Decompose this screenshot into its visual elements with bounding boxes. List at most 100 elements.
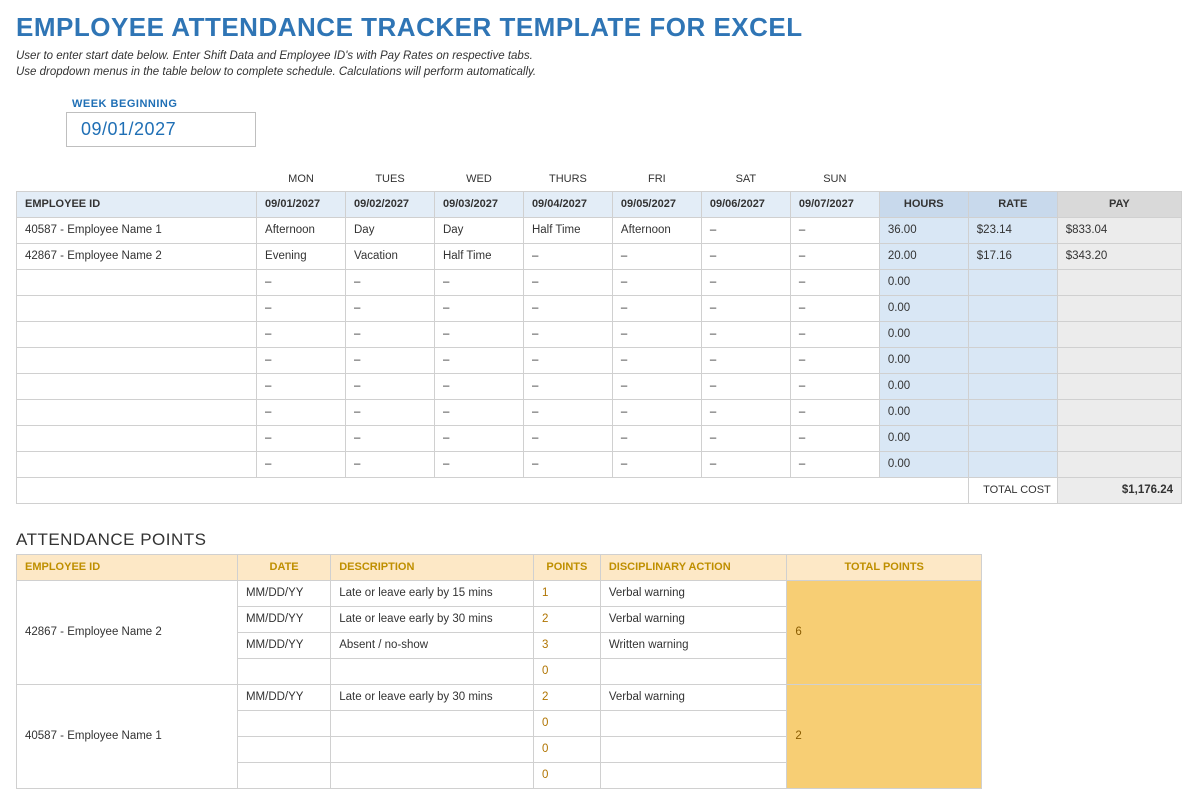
shift-cell[interactable]: – [701,269,790,295]
shift-cell[interactable]: – [523,269,612,295]
shift-cell[interactable]: – [701,347,790,373]
shift-cell[interactable]: – [790,451,879,477]
shift-cell[interactable]: Afternoon [257,217,346,243]
points-description-cell[interactable] [331,736,534,762]
shift-cell[interactable]: – [346,425,435,451]
employee-cell[interactable]: 42867 - Employee Name 2 [17,243,257,269]
shift-cell[interactable]: – [701,217,790,243]
employee-cell[interactable] [17,451,257,477]
points-action-cell[interactable] [600,710,787,736]
shift-cell[interactable]: – [257,321,346,347]
points-date-cell[interactable]: MM/DD/YY [237,580,330,606]
shift-cell[interactable]: – [346,451,435,477]
shift-cell[interactable]: – [257,451,346,477]
shift-cell[interactable]: – [612,243,701,269]
shift-cell[interactable]: – [434,347,523,373]
shift-cell[interactable]: – [612,425,701,451]
shift-cell[interactable]: – [523,373,612,399]
shift-cell[interactable]: – [790,425,879,451]
points-action-cell[interactable]: Written warning [600,632,787,658]
points-description-cell[interactable]: Late or leave early by 30 mins [331,606,534,632]
shift-cell[interactable]: – [257,399,346,425]
shift-cell[interactable]: – [523,243,612,269]
shift-cell[interactable]: Day [346,217,435,243]
shift-cell[interactable]: – [523,347,612,373]
employee-cell[interactable] [17,347,257,373]
shift-cell[interactable]: – [790,321,879,347]
points-description-cell[interactable]: Late or leave early by 30 mins [331,684,534,710]
employee-cell[interactable] [17,399,257,425]
shift-cell[interactable]: Half Time [523,217,612,243]
points-action-cell[interactable] [600,762,787,788]
shift-cell[interactable]: – [790,243,879,269]
points-date-cell[interactable] [237,710,330,736]
points-description-cell[interactable] [331,710,534,736]
shift-cell[interactable]: – [434,373,523,399]
shift-cell[interactable]: – [612,347,701,373]
shift-cell[interactable]: – [434,425,523,451]
shift-cell[interactable]: – [523,321,612,347]
shift-cell[interactable]: – [701,425,790,451]
points-description-cell[interactable] [331,658,534,684]
shift-cell[interactable]: – [790,295,879,321]
shift-cell[interactable]: – [346,269,435,295]
shift-cell[interactable]: – [257,295,346,321]
shift-cell[interactable]: – [790,373,879,399]
shift-cell[interactable]: – [257,347,346,373]
points-date-cell[interactable]: MM/DD/YY [237,606,330,632]
shift-cell[interactable]: – [701,399,790,425]
shift-cell[interactable]: – [612,269,701,295]
points-date-cell[interactable] [237,762,330,788]
points-date-cell[interactable] [237,658,330,684]
shift-cell[interactable]: – [612,451,701,477]
shift-cell[interactable]: – [612,399,701,425]
shift-cell[interactable]: Day [434,217,523,243]
employee-cell[interactable] [17,295,257,321]
shift-cell[interactable]: – [523,425,612,451]
shift-cell[interactable]: – [701,451,790,477]
shift-cell[interactable]: Half Time [434,243,523,269]
shift-cell[interactable]: – [523,451,612,477]
points-description-cell[interactable]: Absent / no-show [331,632,534,658]
shift-cell[interactable]: – [346,399,435,425]
shift-cell[interactable]: – [257,425,346,451]
shift-cell[interactable]: – [790,399,879,425]
shift-cell[interactable]: – [434,451,523,477]
shift-cell[interactable]: – [346,373,435,399]
points-date-cell[interactable]: MM/DD/YY [237,684,330,710]
shift-cell[interactable]: – [701,295,790,321]
points-action-cell[interactable] [600,658,787,684]
shift-cell[interactable]: Afternoon [612,217,701,243]
points-description-cell[interactable]: Late or leave early by 15 mins [331,580,534,606]
shift-cell[interactable]: – [790,217,879,243]
points-date-cell[interactable]: MM/DD/YY [237,632,330,658]
shift-cell[interactable]: – [790,347,879,373]
points-date-cell[interactable] [237,736,330,762]
shift-cell[interactable]: – [434,399,523,425]
shift-cell[interactable]: – [434,269,523,295]
points-employee-cell[interactable]: 42867 - Employee Name 2 [17,580,238,684]
shift-cell[interactable]: – [523,399,612,425]
employee-cell[interactable] [17,269,257,295]
shift-cell[interactable]: – [434,321,523,347]
points-action-cell[interactable]: Verbal warning [600,580,787,606]
shift-cell[interactable]: – [701,243,790,269]
shift-cell[interactable]: – [612,373,701,399]
shift-cell[interactable]: – [701,373,790,399]
shift-cell[interactable]: – [346,347,435,373]
employee-cell[interactable]: 40587 - Employee Name 1 [17,217,257,243]
points-action-cell[interactable]: Verbal warning [600,684,787,710]
shift-cell[interactable]: – [346,321,435,347]
employee-cell[interactable] [17,321,257,347]
shift-cell[interactable]: – [790,269,879,295]
shift-cell[interactable]: – [612,295,701,321]
shift-cell[interactable]: – [523,295,612,321]
shift-cell[interactable]: Evening [257,243,346,269]
shift-cell[interactable]: – [612,321,701,347]
points-description-cell[interactable] [331,762,534,788]
points-action-cell[interactable]: Verbal warning [600,606,787,632]
shift-cell[interactable]: – [434,295,523,321]
week-beginning-input[interactable]: 09/01/2027 [66,112,256,147]
employee-cell[interactable] [17,373,257,399]
points-employee-cell[interactable]: 40587 - Employee Name 1 [17,684,238,788]
